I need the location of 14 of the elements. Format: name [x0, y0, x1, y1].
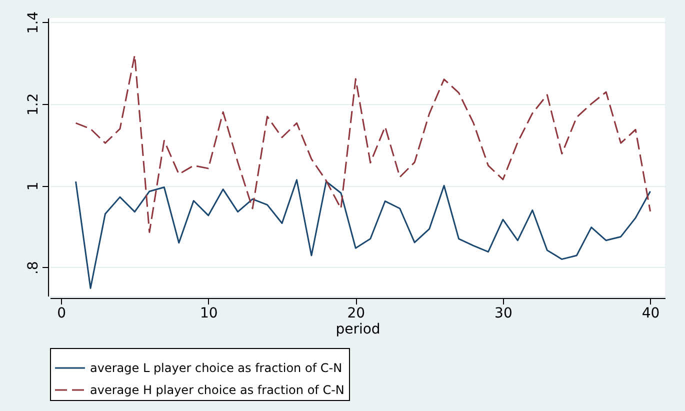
x-tick-label: 40: [642, 306, 660, 322]
line-series: [75, 54, 652, 233]
x-axis-title: period: [336, 322, 380, 338]
y-tick-label: .8: [26, 261, 42, 275]
y-tick-label: 1.4: [26, 11, 42, 34]
legend-label: average L player choice as fraction of C-N: [90, 361, 342, 375]
y-tick-label: 1: [26, 182, 42, 191]
y-tick-label: 1.2: [26, 93, 42, 116]
x-tick-label: 0: [57, 306, 66, 322]
x-tick-label: 30: [494, 306, 512, 322]
x-tick-label: 20: [347, 306, 366, 322]
x-tick-label: 10: [200, 306, 218, 322]
legend-label: average H player choice as fraction of C-N: [90, 383, 344, 397]
line-series: [75, 179, 652, 289]
